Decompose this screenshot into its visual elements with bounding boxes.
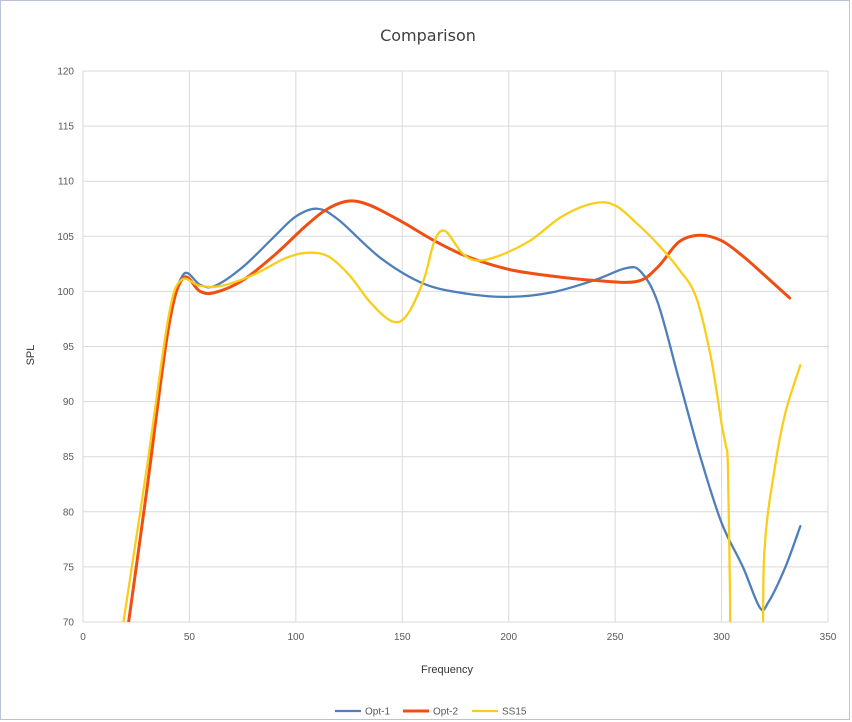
tick-labels: 70 75 80 85 90 95 100 105 110 115 120 0 50 100 150 200 2… — [57, 67, 836, 644]
y-tick-label: 100 — [57, 287, 74, 298]
y-tick-label: 75 — [63, 562, 75, 573]
legend-label: Opt-2 — [433, 707, 458, 718]
legend: Opt-1 Opt-2 SS15 — [335, 707, 527, 718]
gridlines — [82, 70, 829, 623]
series-line-opt-2 — [127, 199, 792, 622]
x-tick-label: 250 — [607, 632, 624, 643]
y-tick-label: 80 — [63, 507, 75, 518]
y-tick-label: 90 — [63, 397, 75, 408]
y-tick-label: 70 — [63, 618, 75, 629]
y-tick-label: 95 — [63, 342, 75, 353]
y-tick-label: 110 — [58, 177, 74, 188]
x-tick-label: 350 — [820, 632, 837, 643]
x-tick-label: 100 — [288, 632, 305, 643]
x-tick-label: 300 — [713, 632, 730, 643]
series-line-opt-1 — [127, 207, 802, 622]
chart-title: Comparison — [380, 26, 476, 45]
y-tick-label: 120 — [57, 67, 74, 78]
series-line-ss15 — [122, 201, 802, 622]
y-tick-label: 115 — [58, 122, 74, 133]
legend-label: SS15 — [502, 707, 527, 718]
x-tick-label: 200 — [500, 632, 517, 643]
x-tick-label: 50 — [184, 632, 196, 643]
x-axis-label: Frequency — [421, 664, 473, 676]
y-tick-label: 85 — [63, 452, 75, 463]
y-tick-label: 105 — [57, 232, 74, 243]
legend-label: Opt-1 — [365, 707, 390, 718]
x-tick-label: 150 — [394, 632, 411, 643]
series-lines — [122, 199, 802, 622]
x-tick-label: 0 — [80, 632, 86, 643]
y-axis-label: SPL — [25, 345, 37, 366]
